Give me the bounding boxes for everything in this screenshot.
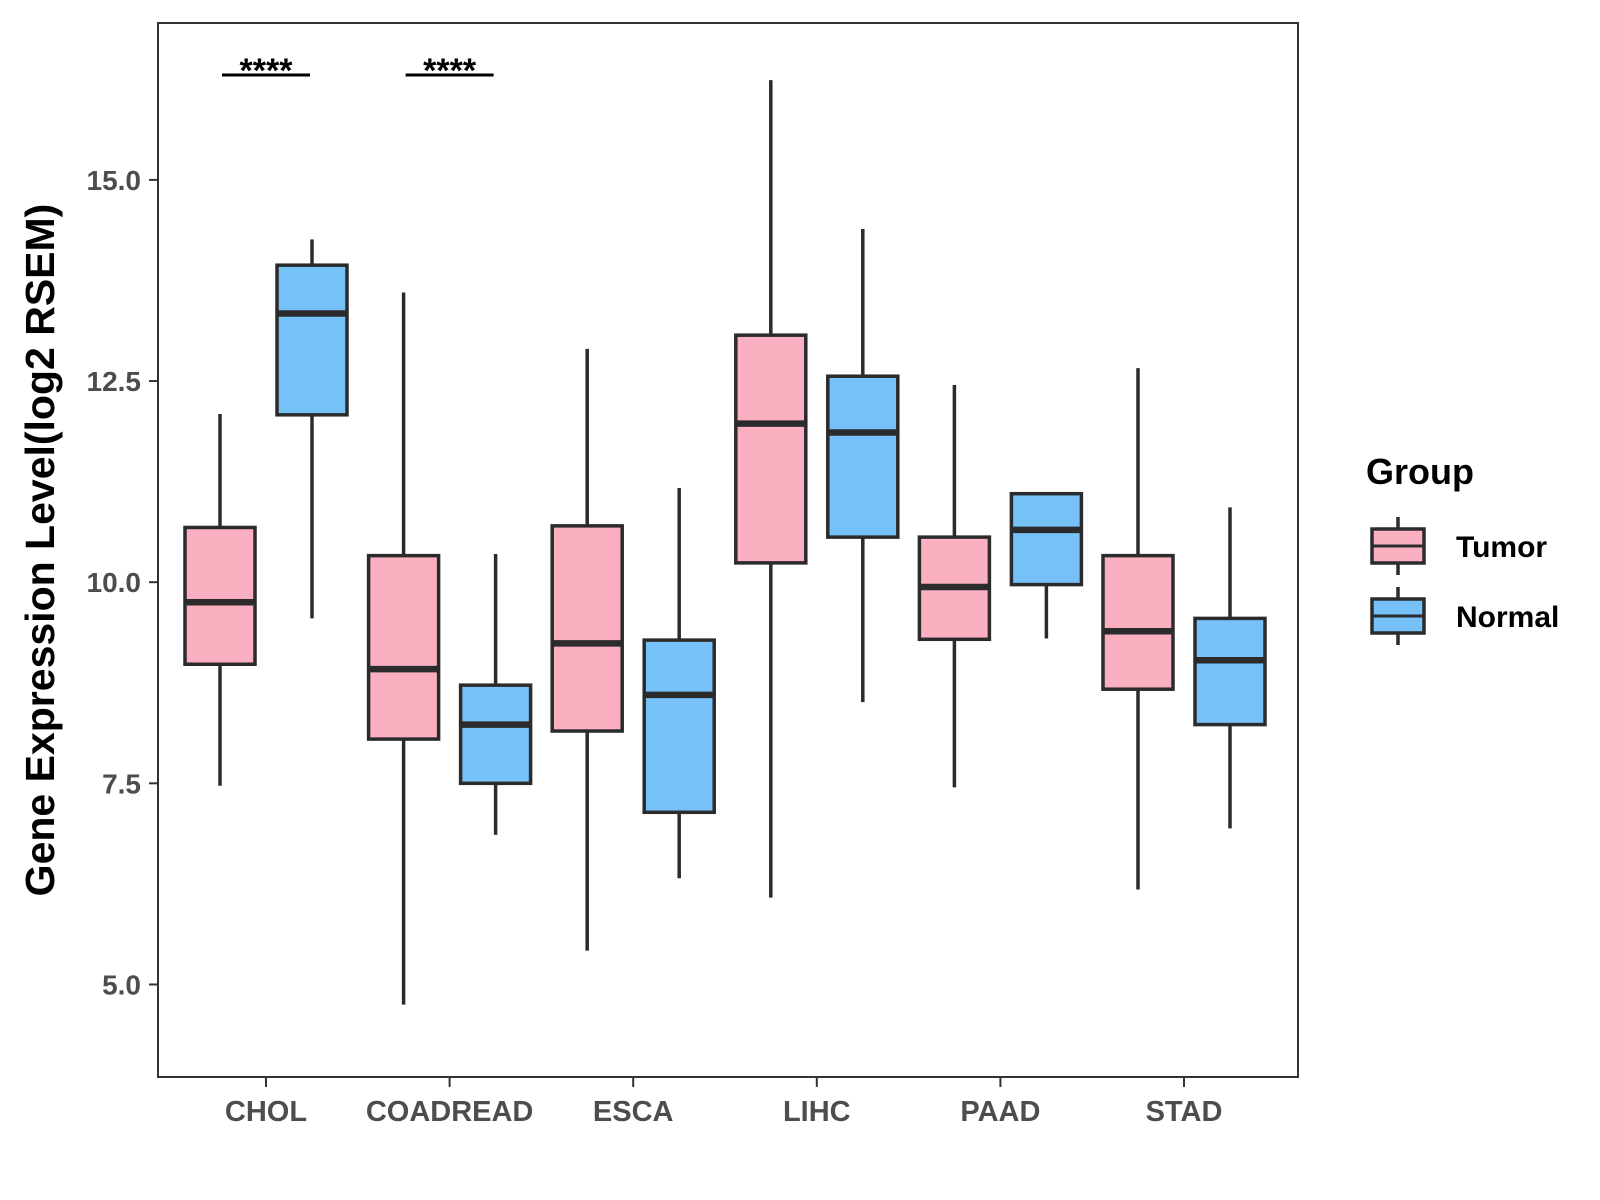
legend: Group Tumor Normal [1366,451,1559,645]
box-body [826,374,900,539]
box-body [1009,491,1084,587]
legend-title: Group [1366,451,1474,492]
box-body [550,524,624,733]
box-body [734,333,808,565]
legend-entry-tumor: Tumor [1370,517,1547,575]
x-tick-label: STAD [1146,1096,1223,1128]
box-tumor-coadread [366,292,441,1005]
y-tick-label: 12.5 [87,366,142,397]
x-axis: CHOL COADREAD ESCA LIHC PAAD STAD [225,1077,1222,1128]
box-normal-coadread [458,554,533,835]
box-normal-chol [275,239,349,619]
plot-marks [183,80,1267,1005]
y-axis: 5.0 7.5 10.0 12.5 15.0 [87,165,158,1000]
box-tumor-esca [550,348,624,951]
box-tumor-chol [183,414,257,786]
y-tick-label: 5.0 [102,969,141,1000]
box-body [1193,616,1267,727]
box-body [275,263,349,417]
legend-label: Tumor [1456,531,1547,564]
box-body [366,553,441,741]
legend-label: Normal [1456,601,1559,634]
box-body [183,525,257,667]
panel-border [157,22,1299,1078]
x-tick-label: CHOL [225,1096,307,1128]
box-body [1101,553,1175,691]
x-tick-label: ESCA [593,1096,674,1128]
box-tumor-stad [1101,368,1175,890]
box-normal-lihc [826,228,900,703]
box-body [642,638,716,815]
box-normal-stad [1193,507,1267,829]
box-normal-esca [642,488,716,879]
significance-label: **** [423,52,477,90]
x-tick-label: PAAD [960,1096,1040,1128]
box-body [458,683,533,786]
box-tumor-paad [917,385,992,788]
box-normal-paad [1009,491,1084,639]
y-tick-label: 7.5 [102,768,141,799]
box-tumor-lihc [734,80,808,898]
legend-entry-normal: Normal [1370,587,1559,645]
significance-annotations: **** **** [222,52,494,90]
y-axis-title: Gene Expression Level(log2 RSEM) [17,204,63,897]
y-tick-label: 15.0 [87,165,142,196]
x-tick-label: COADREAD [366,1096,534,1128]
significance-label: **** [240,52,294,90]
y-tick-label: 10.0 [87,567,142,598]
x-tick-label: LIHC [783,1096,851,1128]
